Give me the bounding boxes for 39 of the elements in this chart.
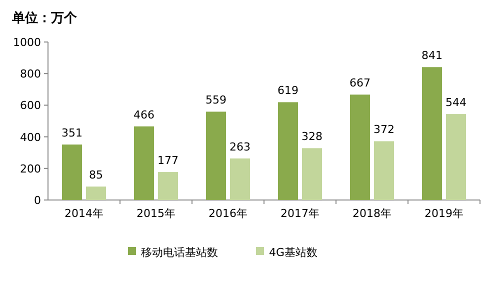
data-label: 85 (89, 168, 103, 182)
data-label: 466 (134, 108, 154, 122)
y-tick-label: 200 (20, 162, 41, 176)
data-label: 544 (446, 96, 466, 110)
bar (86, 186, 106, 200)
data-label: 328 (302, 130, 322, 144)
y-tick-label: 400 (20, 130, 41, 144)
chart-title: 单位：万个 (11, 10, 78, 26)
y-tick-label: 1000 (13, 36, 41, 49)
data-label: 559 (206, 94, 226, 107)
bar (422, 67, 442, 200)
x-tick-label: 2016年 (208, 207, 248, 220)
y-tick-label: 0 (34, 194, 41, 207)
x-tick-label: 2015年 (136, 207, 176, 220)
bar (446, 114, 466, 200)
bar (206, 112, 226, 200)
bar (278, 102, 298, 200)
x-tick-label: 2014年 (64, 207, 104, 220)
data-label: 351 (62, 126, 82, 140)
legend-label: 移动电话基站数 (141, 246, 218, 259)
bar (230, 158, 250, 200)
x-tick-label: 2018年 (352, 207, 392, 220)
bar (158, 172, 178, 200)
data-label: 841 (422, 49, 442, 62)
data-label: 263 (230, 140, 250, 154)
y-tick-label: 800 (20, 68, 41, 81)
data-label: 372 (374, 123, 394, 136)
bar (62, 144, 82, 200)
x-tick-label: 2017年 (280, 207, 320, 220)
data-label: 619 (278, 84, 298, 98)
x-tick-label: 2019年 (424, 207, 464, 220)
legend-label: 4G基站数 (269, 246, 318, 259)
bar (350, 94, 370, 200)
y-tick-label: 600 (20, 99, 41, 112)
data-label: 177 (158, 154, 178, 168)
data-label: 667 (350, 76, 370, 90)
bar (374, 141, 394, 200)
bar (134, 126, 154, 200)
bar (302, 148, 322, 200)
